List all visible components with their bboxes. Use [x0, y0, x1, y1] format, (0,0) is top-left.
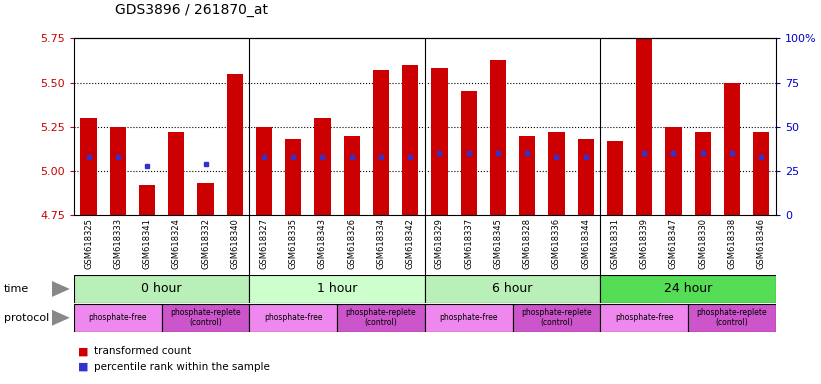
Text: phosphate-free: phosphate-free [439, 313, 498, 322]
Text: GSM618326: GSM618326 [347, 218, 356, 269]
Text: ■: ■ [78, 362, 89, 372]
Bar [519, 136, 535, 215]
Bar [432, 68, 447, 215]
Polygon shape [52, 310, 70, 326]
FancyBboxPatch shape [425, 275, 600, 303]
Text: GSM618346: GSM618346 [757, 218, 766, 269]
Text: 24 hour: 24 hour [664, 283, 713, 295]
Text: GDS3896 / 261870_at: GDS3896 / 261870_at [115, 3, 268, 17]
Bar [578, 139, 594, 215]
Bar [139, 185, 155, 215]
Text: protocol: protocol [4, 313, 49, 323]
Text: GSM618343: GSM618343 [318, 218, 327, 269]
Text: time: time [4, 284, 30, 294]
Bar [285, 139, 301, 215]
FancyBboxPatch shape [425, 304, 512, 331]
Text: GSM618347: GSM618347 [669, 218, 678, 269]
Bar [666, 127, 681, 215]
Bar [724, 83, 740, 215]
Text: GSM618342: GSM618342 [406, 218, 415, 269]
Text: GSM618340: GSM618340 [230, 218, 239, 269]
Text: phosphate-replete
(control): phosphate-replete (control) [521, 308, 592, 328]
Text: phosphate-replete
(control): phosphate-replete (control) [697, 308, 768, 328]
FancyBboxPatch shape [250, 275, 425, 303]
FancyBboxPatch shape [74, 275, 250, 303]
Text: GSM618329: GSM618329 [435, 218, 444, 269]
Bar [373, 70, 389, 215]
Bar [80, 118, 97, 215]
Text: GSM618345: GSM618345 [493, 218, 502, 269]
Text: phosphate-free: phosphate-free [264, 313, 323, 322]
Bar [636, 15, 652, 215]
Text: percentile rank within the sample: percentile rank within the sample [94, 362, 270, 372]
Text: 1 hour: 1 hour [317, 283, 357, 295]
Bar [402, 65, 418, 215]
Text: GSM618325: GSM618325 [84, 218, 93, 269]
FancyBboxPatch shape [512, 304, 600, 331]
Text: GSM618344: GSM618344 [581, 218, 590, 269]
Text: GSM618330: GSM618330 [698, 218, 707, 269]
Text: GSM618328: GSM618328 [523, 218, 532, 269]
Bar [607, 141, 623, 215]
Bar [461, 91, 477, 215]
Text: GSM618336: GSM618336 [552, 218, 561, 269]
Text: GSM618331: GSM618331 [611, 218, 620, 269]
Text: GSM618335: GSM618335 [289, 218, 298, 269]
Text: GSM618334: GSM618334 [377, 218, 386, 269]
Text: transformed count: transformed count [94, 346, 191, 356]
Text: GSM618327: GSM618327 [259, 218, 268, 269]
Text: GSM618341: GSM618341 [143, 218, 152, 269]
Text: GSM618324: GSM618324 [172, 218, 181, 269]
Bar [198, 183, 213, 215]
Polygon shape [52, 281, 70, 297]
Text: GSM618339: GSM618339 [640, 218, 649, 269]
Bar [227, 74, 243, 215]
FancyBboxPatch shape [250, 304, 337, 331]
Bar [753, 132, 769, 215]
Bar [695, 132, 711, 215]
FancyBboxPatch shape [600, 304, 688, 331]
Text: GSM618337: GSM618337 [464, 218, 473, 269]
FancyBboxPatch shape [337, 304, 425, 331]
Text: phosphate-replete
(control): phosphate-replete (control) [346, 308, 416, 328]
FancyBboxPatch shape [688, 304, 776, 331]
Bar [344, 136, 360, 215]
Text: phosphate-replete
(control): phosphate-replete (control) [170, 308, 241, 328]
Text: phosphate-free: phosphate-free [89, 313, 147, 322]
Text: ■: ■ [78, 346, 89, 356]
Text: 6 hour: 6 hour [493, 283, 533, 295]
FancyBboxPatch shape [162, 304, 250, 331]
FancyBboxPatch shape [74, 304, 162, 331]
Text: 0 hour: 0 hour [141, 283, 182, 295]
Bar [314, 118, 331, 215]
Text: phosphate-free: phosphate-free [615, 313, 673, 322]
Text: GSM618333: GSM618333 [113, 218, 122, 269]
Bar [548, 132, 565, 215]
Bar [490, 60, 506, 215]
Bar [256, 127, 272, 215]
Bar [168, 132, 184, 215]
Text: GSM618338: GSM618338 [727, 218, 736, 269]
Text: GSM618332: GSM618332 [201, 218, 210, 269]
FancyBboxPatch shape [600, 275, 776, 303]
Bar [110, 127, 126, 215]
